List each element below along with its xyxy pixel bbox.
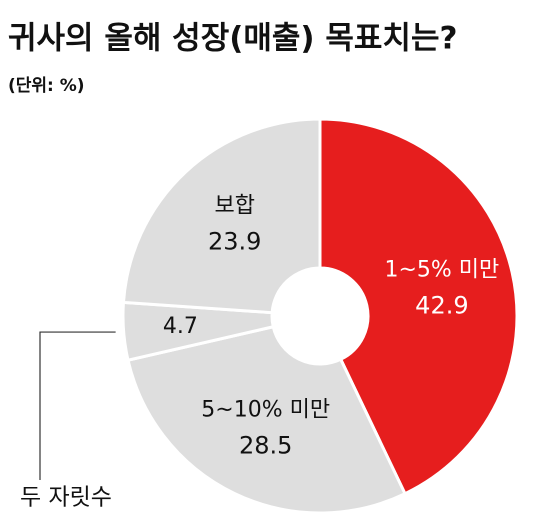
pie-slice [126,324,407,515]
value-label: 28.5 [239,432,292,460]
category-label: 보합 [214,194,254,219]
value-label: 42.9 [415,291,468,319]
category-label: 1~5% 미만 [384,257,499,282]
value-label: 4.7 [163,314,198,339]
value-label: 23.9 [208,228,261,256]
chart-title: 귀사의 올해 성장(매출) 목표치는? [8,21,457,57]
category-label: 두 자릿수 [20,485,112,511]
leader-line [39,331,116,480]
category-label: 5~10% 미만 [201,398,330,423]
pie-slice [121,117,322,315]
chart-subtitle: (단위: %) [8,76,85,96]
pie-slice [318,117,519,496]
